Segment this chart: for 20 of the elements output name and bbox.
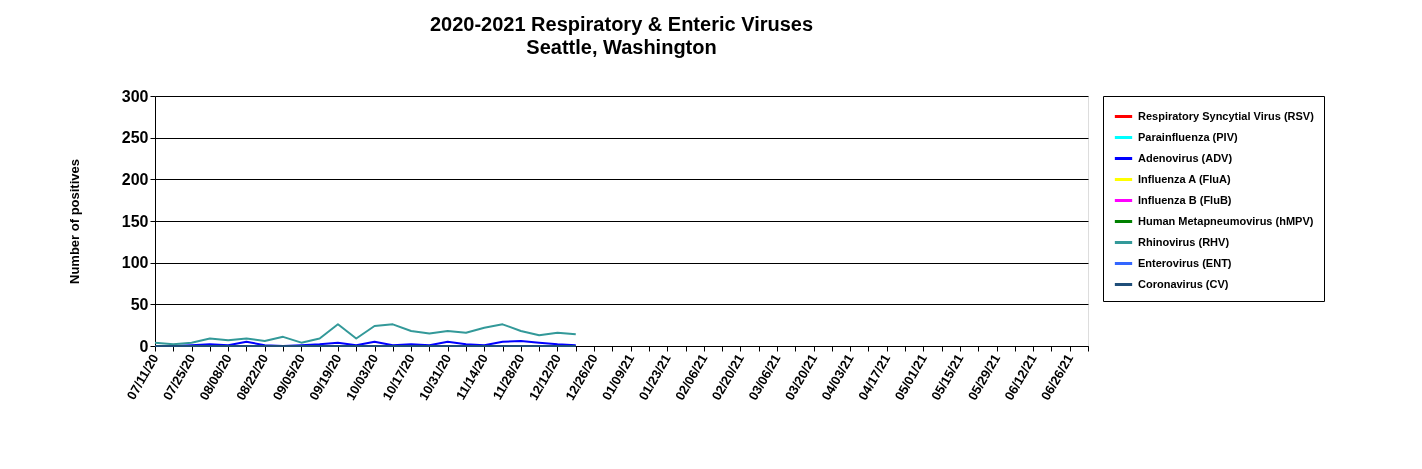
legend-label: Influenza B (FluB): [1138, 193, 1232, 206]
legend-label: Parainfluenza (PIV): [1138, 130, 1238, 143]
y-tick-label: 200: [121, 170, 149, 188]
y-tick-label: 50: [130, 295, 149, 313]
legend-label: Rhinovirus (RHV): [1138, 235, 1230, 248]
legend-label: Adenovirus (ADV): [1138, 151, 1233, 164]
legend-label: Human Metapneumovirus (hMPV): [1138, 214, 1314, 227]
legend-label: Respiratory Syncytial Virus (RSV): [1138, 109, 1315, 122]
y-tick-label: 100: [121, 254, 149, 272]
legend-label: Enterovirus (ENT): [1138, 256, 1232, 269]
legend-label: Influenza A (FluA): [1138, 172, 1232, 185]
y-tick-label: 150: [121, 212, 149, 230]
y-axis-title: Number of positives: [66, 159, 82, 284]
y-tick-label: 250: [121, 129, 149, 147]
y-tick-label: 300: [121, 87, 149, 105]
line-series: [154, 323, 577, 346]
chart-title: 2020-2021 Respiratory & Enteric Viruses: [429, 13, 814, 35]
chart-subtitle: Seattle, Washington: [526, 36, 717, 58]
legend-label: Coronavirus (CV): [1138, 277, 1229, 290]
y-tick-label: 0: [139, 337, 149, 355]
